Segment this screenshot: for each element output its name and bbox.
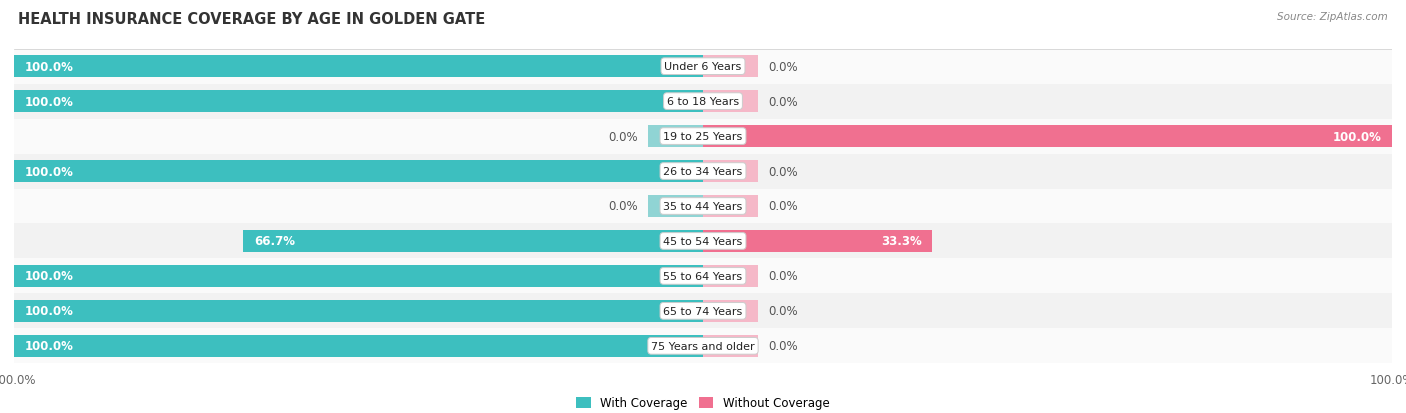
Text: 100.0%: 100.0% bbox=[1333, 130, 1382, 143]
Bar bbox=[703, 56, 758, 78]
Bar bbox=[703, 196, 758, 217]
Text: 0.0%: 0.0% bbox=[607, 200, 637, 213]
Bar bbox=[14, 189, 1392, 224]
Text: 0.0%: 0.0% bbox=[769, 61, 799, 74]
Bar bbox=[14, 119, 1392, 154]
Bar bbox=[703, 91, 758, 113]
Bar bbox=[703, 300, 758, 322]
Text: 75 Years and older: 75 Years and older bbox=[651, 341, 755, 351]
Text: 0.0%: 0.0% bbox=[769, 270, 799, 283]
Text: 19 to 25 Years: 19 to 25 Years bbox=[664, 132, 742, 142]
Bar bbox=[703, 230, 932, 252]
Text: 0.0%: 0.0% bbox=[607, 130, 637, 143]
Bar bbox=[14, 294, 1392, 329]
Bar bbox=[703, 126, 1392, 147]
Text: 35 to 44 Years: 35 to 44 Years bbox=[664, 202, 742, 211]
Bar bbox=[14, 329, 1392, 363]
Text: Source: ZipAtlas.com: Source: ZipAtlas.com bbox=[1277, 12, 1388, 22]
Text: 65 to 74 Years: 65 to 74 Years bbox=[664, 306, 742, 316]
Text: 100.0%: 100.0% bbox=[24, 61, 73, 74]
Bar bbox=[14, 266, 703, 287]
Text: 100.0%: 100.0% bbox=[24, 339, 73, 352]
Text: 26 to 34 Years: 26 to 34 Years bbox=[664, 166, 742, 177]
Bar bbox=[14, 335, 703, 357]
Bar bbox=[14, 50, 1392, 84]
Text: 45 to 54 Years: 45 to 54 Years bbox=[664, 236, 742, 247]
Bar bbox=[14, 84, 1392, 119]
Text: 6 to 18 Years: 6 to 18 Years bbox=[666, 97, 740, 107]
Text: 100.0%: 100.0% bbox=[24, 95, 73, 108]
Text: 33.3%: 33.3% bbox=[882, 235, 922, 248]
Bar bbox=[14, 300, 703, 322]
Text: 0.0%: 0.0% bbox=[769, 339, 799, 352]
Bar bbox=[243, 230, 703, 252]
Bar bbox=[14, 259, 1392, 294]
Text: 55 to 64 Years: 55 to 64 Years bbox=[664, 271, 742, 281]
Bar bbox=[703, 266, 758, 287]
Bar bbox=[14, 154, 1392, 189]
Text: 66.7%: 66.7% bbox=[254, 235, 295, 248]
Text: 0.0%: 0.0% bbox=[769, 165, 799, 178]
Bar bbox=[14, 161, 703, 183]
Bar bbox=[648, 126, 703, 147]
Text: 100.0%: 100.0% bbox=[24, 165, 73, 178]
Bar bbox=[14, 91, 703, 113]
Text: 0.0%: 0.0% bbox=[769, 305, 799, 318]
Text: 0.0%: 0.0% bbox=[769, 200, 799, 213]
Legend: With Coverage, Without Coverage: With Coverage, Without Coverage bbox=[572, 392, 834, 413]
Bar bbox=[703, 161, 758, 183]
Text: HEALTH INSURANCE COVERAGE BY AGE IN GOLDEN GATE: HEALTH INSURANCE COVERAGE BY AGE IN GOLD… bbox=[18, 12, 485, 27]
Bar bbox=[703, 335, 758, 357]
Text: Under 6 Years: Under 6 Years bbox=[665, 62, 741, 72]
Bar bbox=[14, 224, 1392, 259]
Bar bbox=[14, 56, 703, 78]
Text: 100.0%: 100.0% bbox=[24, 305, 73, 318]
Bar bbox=[648, 196, 703, 217]
Text: 100.0%: 100.0% bbox=[24, 270, 73, 283]
Text: 0.0%: 0.0% bbox=[769, 95, 799, 108]
